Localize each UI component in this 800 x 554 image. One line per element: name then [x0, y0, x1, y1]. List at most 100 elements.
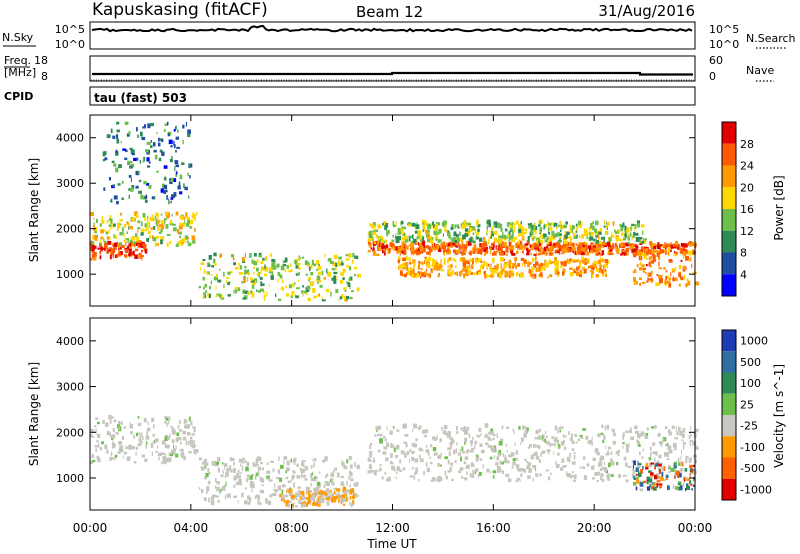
range-gate-cell	[590, 226, 593, 229]
range-gate-cell	[239, 482, 242, 486]
range-gate-cell	[416, 236, 420, 240]
range-gate-cell	[507, 263, 510, 267]
range-gate-cell	[561, 245, 563, 249]
range-gate-cell	[455, 233, 459, 238]
range-gate-cell	[634, 474, 636, 478]
range-gate-cell	[393, 245, 396, 251]
range-gate-cell	[384, 438, 387, 442]
range-gate-cell	[534, 231, 537, 235]
range-gate-cell	[591, 273, 594, 279]
range-gate-cell	[640, 469, 643, 474]
range-gate-cell	[307, 466, 309, 469]
range-gate-cell	[119, 445, 124, 450]
range-gate-cell	[528, 225, 532, 229]
range-gate-cell	[189, 175, 191, 179]
range-gate-cell	[250, 484, 254, 489]
range-gate-cell	[643, 238, 647, 241]
range-gate-cell	[146, 427, 151, 432]
range-gate-cell	[465, 449, 469, 454]
range-gate-cell	[455, 426, 458, 431]
range-gate-cell	[571, 461, 576, 465]
range-gate-cell	[674, 475, 676, 479]
range-gate-cell	[602, 241, 605, 246]
range-gate-cell	[160, 239, 163, 245]
range-gate-cell	[656, 472, 660, 477]
range-gate-cell	[556, 242, 558, 247]
range-gate-cell	[268, 479, 273, 482]
range-gate-cell	[269, 253, 272, 257]
range-gate-cell	[694, 242, 697, 248]
range-gate-cell	[171, 428, 174, 433]
range-gate-cell	[567, 250, 569, 253]
range-gate-cell	[516, 272, 519, 276]
range-gate-cell	[557, 232, 561, 235]
range-gate-cell	[601, 250, 604, 255]
range-gate-cell	[563, 261, 567, 267]
range-gate-cell	[474, 229, 477, 234]
range-gate-cell	[254, 261, 258, 266]
range-gate-cell	[140, 440, 143, 444]
range-gate-cell	[596, 479, 599, 483]
range-gate-cell	[573, 271, 577, 274]
range-gate-cell	[118, 224, 121, 229]
range-gate-cell	[210, 273, 213, 276]
range-gate-cell	[592, 263, 596, 268]
range-gate-cell	[591, 245, 594, 251]
range-gate-cell	[545, 430, 547, 435]
range-gate-cell	[692, 470, 694, 474]
range-gate-cell	[305, 502, 308, 505]
range-gate-cell	[632, 249, 637, 254]
range-gate-cell	[396, 429, 400, 432]
range-gate-cell	[346, 489, 350, 493]
range-gate-cell	[502, 232, 504, 236]
range-gate-cell	[627, 236, 630, 241]
range-gate-cell	[375, 229, 378, 232]
range-gate-cell	[389, 430, 393, 435]
range-gate-cell	[308, 279, 310, 283]
range-gate-cell	[563, 249, 566, 254]
range-gate-cell	[637, 469, 640, 475]
range-gate-cell	[147, 123, 151, 129]
range-gate-cell	[459, 271, 462, 277]
range-gate-cell	[642, 267, 647, 270]
range-gate-cell	[351, 488, 354, 493]
range-gate-cell	[244, 500, 248, 505]
range-gate-cell	[666, 442, 669, 447]
range-gate-cell	[187, 242, 192, 247]
range-gate-cell	[471, 447, 474, 453]
range-gate-cell	[227, 282, 230, 286]
range-gate-cell	[432, 447, 437, 452]
range-gate-cell	[405, 442, 408, 448]
range-gate-cell	[426, 263, 430, 267]
range-gate-cell	[480, 449, 485, 454]
range-gate-cell	[612, 440, 616, 445]
range-gate-cell	[420, 458, 424, 463]
range-gate-cell	[464, 260, 468, 264]
range-gate-cell	[651, 277, 653, 281]
range-gate-cell	[473, 240, 475, 244]
range-gate-cell	[637, 480, 641, 485]
range-gate-cell	[550, 472, 552, 475]
range-gate-cell	[108, 224, 111, 227]
range-gate-cell	[237, 500, 239, 504]
range-gate-cell	[555, 233, 559, 238]
range-gate-cell	[140, 221, 143, 227]
range-gate-cell	[301, 501, 303, 506]
range-gate-cell	[474, 248, 477, 252]
range-gate-cell	[124, 254, 127, 257]
range-gate-cell	[668, 466, 671, 469]
range-gate-cell	[487, 432, 490, 435]
range-gate-cell	[461, 240, 464, 245]
range-gate-cell	[103, 151, 107, 155]
range-gate-cell	[574, 433, 578, 437]
range-gate-cell	[447, 270, 451, 274]
range-gate-cell	[258, 457, 262, 461]
range-gate-cell	[153, 424, 155, 429]
range-gate-cell	[637, 460, 639, 466]
range-gate-cell	[668, 431, 672, 436]
range-gate-cell	[227, 294, 231, 297]
range-gate-cell	[169, 181, 173, 185]
range-gate-cell	[313, 499, 315, 504]
range-gate-cell	[283, 500, 285, 504]
